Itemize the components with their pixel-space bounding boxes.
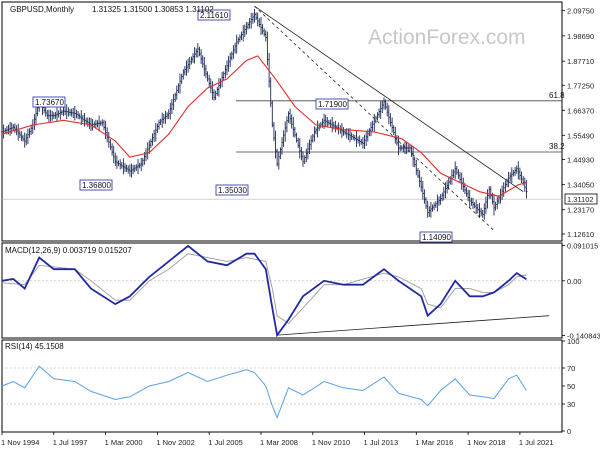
callout-1-73670: 1.73670 [32,96,66,108]
callout-label: 1.14090 [422,233,451,242]
price-y-tick-label: 2.09750 [567,7,594,16]
macd-line [1,244,527,338]
callout-1-35030: 1.35030 [215,184,249,196]
price-y-tick-label: 1.23170 [567,206,594,215]
current-price-tag: 1.31102 [564,193,598,205]
fib-label-38-2: 38.2 [549,142,565,151]
price-trendlines [254,5,524,231]
x-tick-label: 1 Nov 2018 [467,438,505,447]
macd-y-tick-label: 0.091015 [567,242,598,251]
price-ma [1,55,527,197]
price-y-tick-label: 1.98690 [567,32,594,41]
callout-1-36800: 1.36800 [79,179,113,191]
x-axis: 1 Nov 1994 1 Jul 1997 1 Mar 2000 1 Nov 2002… [1,432,554,447]
callout-label: 1.73670 [35,98,64,107]
macd-title: MACD(12,26,9) 0.003719 0.015207 [5,246,132,255]
rsi-y-tick-label: 0 [567,427,571,436]
price-y-axis: 2.09750 1.98690 1.87710 1.77250 1.66370 1.554… [562,7,594,239]
x-tick-label: 1 Jul 2005 [208,438,243,447]
x-tick-label: 1 Nov 1994 [1,438,39,447]
price-ohlc: 1.31325 1.31500 1.30853 1.31102 [92,5,214,14]
rsi-y-tick-label: 30 [567,400,575,409]
callout-label: 1.71900 [318,100,347,109]
macd-layer [1,244,562,338]
price-y-tick-label: 1.34050 [567,181,594,190]
rsi-y-tick-label: 50 [567,382,575,391]
x-tick-label: 1 Jul 2013 [364,438,399,447]
macd-panel [1,242,563,339]
macd-y-axis: 0.091015 0.00 -0.140843 [562,242,600,340]
price-y-tick-label: 1.44930 [567,156,594,165]
x-tick-label: 1 Jul 1997 [53,438,88,447]
x-tick-label: 1 Jul 2021 [519,438,554,447]
rsi-y-tick-label: 70 [567,364,575,373]
moving-average-line [1,55,527,197]
callout-label: 2.11610 [200,11,229,20]
x-tick-label: 1 Nov 2010 [312,438,350,447]
trendline [254,5,524,193]
callout-label: 1.35030 [218,186,247,195]
x-tick-label: 1 Mar 2000 [105,438,143,447]
price-y-tick-label: 1.55490 [567,131,594,140]
macd-trendline [277,315,550,336]
price-panel [1,1,563,242]
rsi-layer [1,365,562,419]
current-price-value: 1.31102 [567,195,594,204]
fib-label-61-8: 61.8 [549,91,565,100]
dashed-trendline [254,5,495,231]
x-tick-label: 1 Nov 2002 [156,438,194,447]
price-bars [0,8,528,220]
price-y-tick-label: 1.12610 [567,230,594,239]
rsi-title: RSI(14) 45.1508 [5,342,64,351]
price-y-tick-label: 1.87710 [567,57,594,66]
x-tick-label: 1 Mar 2016 [415,438,453,447]
watermark: ActionForex.com [368,26,526,49]
price-title: GBPUSD,Monthly [10,5,74,14]
price-y-tick-label: 1.66370 [567,106,594,115]
macd-y-tick-label: 0.00 [567,277,582,286]
rsi-line [1,365,527,419]
rsi-y-axis: 100 70 50 30 0 [562,337,580,436]
callout-label: 1.36800 [82,181,111,190]
x-tick-label: 1 Mar 2008 [260,438,298,447]
price-y-tick-label: 1.77250 [567,81,594,90]
macd-signal-line [1,253,527,324]
callout-1-14090: 1.14090 [419,231,453,243]
macd-y-tick-label: -0.140843 [567,331,600,340]
rsi-y-tick-label: 100 [567,337,580,346]
callout-1-71900: 1.71900 [315,98,349,110]
callout-2-11610: 2.11610 [197,9,231,21]
